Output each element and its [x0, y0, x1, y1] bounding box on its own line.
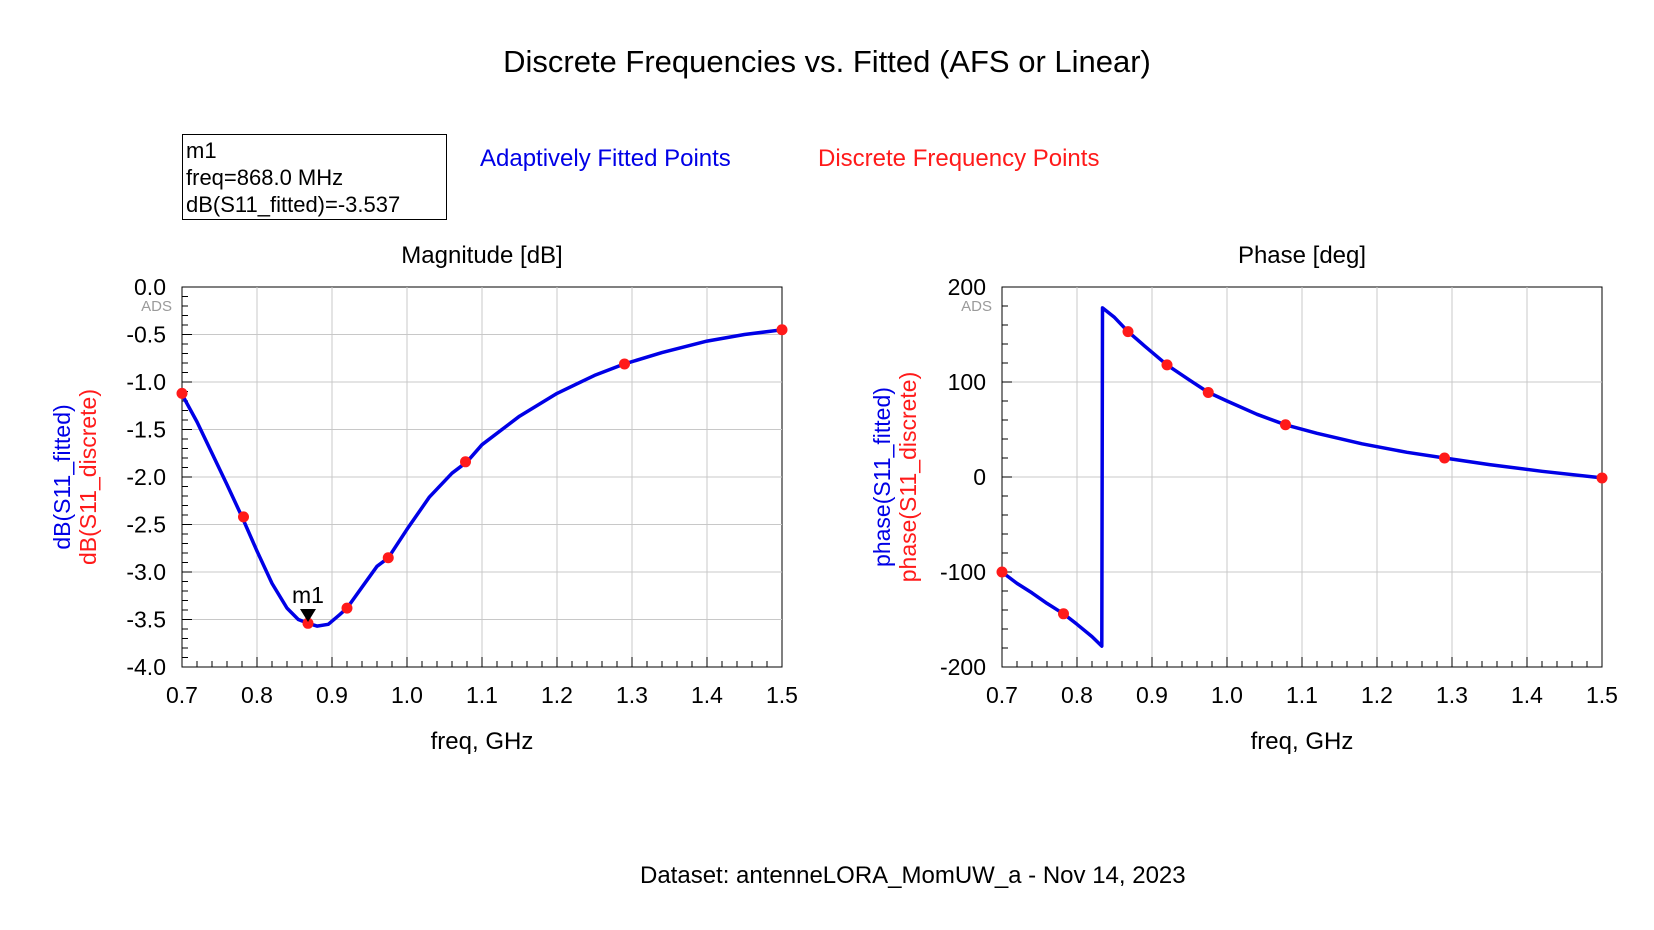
- chart1-y-axis-label-fitted: dB(S11_fitted): [49, 404, 75, 549]
- chart1-discrete-point: [341, 602, 353, 614]
- chart1-x-tick-label: 0.7: [166, 682, 198, 708]
- chart1-x-tick-label: 1.3: [616, 682, 648, 708]
- chart2-discrete-point: [1058, 608, 1069, 620]
- chart2-x-tick-label: 1.5: [1586, 682, 1618, 708]
- chart1-x-tick-label: 1.2: [541, 682, 573, 708]
- chart2-discrete-point: [1202, 386, 1214, 398]
- chart1-x-tick-label: 1.5: [766, 682, 798, 708]
- chart1-y-tick-label: -2.0: [126, 464, 166, 490]
- chart2-x-tick-label: 0.7: [986, 682, 1018, 708]
- chart1-y-axis-label-discrete: dB(S11_discrete): [75, 389, 101, 565]
- chart1-x-tick-label: 0.8: [241, 682, 273, 708]
- chart1-y-tick-label: -1.0: [126, 369, 166, 395]
- chart2-x-tick-label: 1.2: [1361, 682, 1393, 708]
- chart1-discrete-point: [382, 552, 394, 564]
- chart1-x-tick-label: 1.1: [466, 682, 498, 708]
- chart2-y-axis-label-discrete: phase(S11_discrete): [895, 372, 921, 583]
- chart2-x-tick-label: 0.8: [1061, 682, 1093, 708]
- chart2-discrete-point: [1122, 326, 1134, 338]
- chart2-y-tick-label: 0: [973, 464, 986, 490]
- chart1-marker-label: m1: [292, 582, 324, 608]
- legend-discrete: Discrete Frequency Points: [818, 145, 1100, 172]
- chart1-y-tick-label: -3.5: [126, 607, 166, 633]
- marker-value: dB(S11_fitted)=-3.537: [186, 192, 401, 217]
- chart1-watermark: ADS: [141, 298, 172, 315]
- chart1-discrete-point: [776, 324, 788, 336]
- marker-readout-box[interactable]: m1 freq=868.0 MHz dB(S11_fitted)=-3.537: [182, 134, 447, 220]
- chart1-series-fitted-line: [180, 328, 784, 628]
- chart2-discrete-point: [1439, 452, 1450, 464]
- chart2-discrete-point: [1596, 472, 1608, 484]
- chart1-x-tick-label: 1.0: [391, 682, 423, 708]
- chart2-x-tick-label: 1.4: [1511, 682, 1543, 708]
- chart2-discrete-point: [1161, 359, 1173, 371]
- chart2-discrete-point: [1280, 419, 1291, 431]
- chart2-x-tick-label: 1.3: [1436, 682, 1468, 708]
- marker-name: m1: [186, 138, 217, 163]
- chart1-y-tick-label: -0.5: [126, 322, 166, 348]
- chart1-discrete-point: [460, 456, 471, 468]
- chart1-discrete-point: [238, 511, 249, 523]
- chart1-discrete-point: [619, 358, 630, 370]
- chart2-y-tick-label: -200: [940, 654, 986, 680]
- chart2-x-axis-label: freq, GHz: [1251, 728, 1354, 755]
- marker-freq: freq=868.0 MHz: [186, 165, 344, 190]
- chart2-title: Phase [deg]: [1238, 242, 1366, 269]
- chart1-x-axis-label: freq, GHz: [431, 728, 534, 755]
- chart1-discrete-point: [302, 617, 314, 629]
- legend-fitted: Adaptively Fitted Points: [480, 145, 731, 172]
- chart1-title: Magnitude [dB]: [401, 242, 562, 269]
- chart1-y-tick-label: 0.0: [134, 274, 166, 300]
- dataset-label: Dataset: antenneLORA_MomUW_a - Nov 14, 2…: [640, 862, 1186, 889]
- chart2-discrete-point: [996, 566, 1008, 578]
- chart1-y-tick-label: -3.0: [126, 559, 166, 585]
- chart1-discrete-point: [176, 387, 188, 399]
- chart1-x-tick-label: 1.4: [691, 682, 723, 708]
- chart2-y-tick-label: 200: [948, 274, 986, 300]
- chart1-x-tick-label: 0.9: [316, 682, 348, 708]
- chart1-y-tick-label: -2.5: [126, 512, 166, 538]
- chart1-marker-triangle: [300, 609, 316, 623]
- chart1-y-tick-label: -4.0: [126, 654, 166, 680]
- chart2-x-tick-label: 1.0: [1211, 682, 1243, 708]
- chart2-y-axis-label-fitted: phase(S11_fitted): [869, 387, 895, 567]
- chart2-x-tick-label: 1.1: [1286, 682, 1318, 708]
- chart1-y-tick-label: -1.5: [126, 417, 166, 443]
- chart2-x-tick-label: 0.9: [1136, 682, 1168, 708]
- chart2-y-tick-label: 100: [948, 369, 986, 395]
- chart2-watermark: ADS: [961, 298, 992, 315]
- main-title: Discrete Frequencies vs. Fitted (AFS or …: [503, 44, 1151, 79]
- chart2-y-tick-label: -100: [940, 559, 986, 585]
